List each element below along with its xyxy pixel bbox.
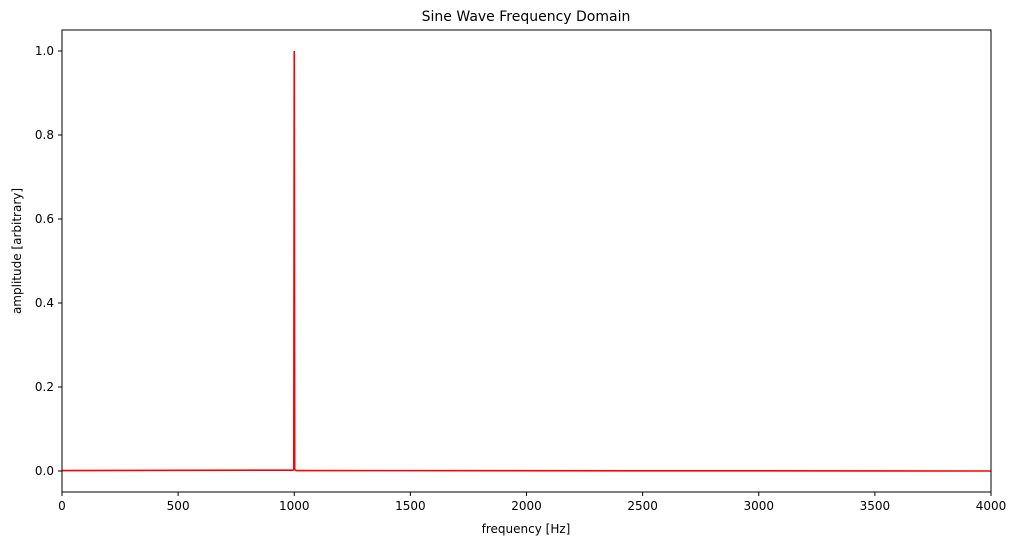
x-tick-label: 3000 xyxy=(743,499,774,513)
y-axis: 0.0 0.2 0.4 0.6 0.8 1.0 xyxy=(35,44,62,478)
y-tick-label: 0.4 xyxy=(35,296,54,310)
x-tick-label: 1000 xyxy=(279,499,310,513)
y-tick-label: 0.6 xyxy=(35,212,54,226)
y-tick-label: 0.0 xyxy=(35,464,54,478)
spectrum-line xyxy=(61,50,992,472)
y-tick-label: 0.2 xyxy=(35,380,54,394)
y-axis-label: amplitude [arbitrary] xyxy=(10,188,24,314)
x-tick-label: 3500 xyxy=(860,499,891,513)
x-tick-label: 2000 xyxy=(511,499,542,513)
x-tick-label: 1500 xyxy=(395,499,426,513)
y-tick-label: 1.0 xyxy=(35,44,54,58)
x-tick-label: 0 xyxy=(58,499,66,513)
chart-title: Sine Wave Frequency Domain xyxy=(422,9,631,25)
axes-frame xyxy=(61,29,992,493)
x-tick-label: 2500 xyxy=(627,499,658,513)
plot-area xyxy=(61,50,992,472)
x-axis-label: frequency [Hz] xyxy=(482,522,571,536)
x-tick-label: 4000 xyxy=(976,499,1007,513)
x-tick-label: 500 xyxy=(167,499,190,513)
y-tick-label: 0.8 xyxy=(35,128,54,142)
x-axis: 0 500 1000 1500 2000 2500 3000 3500 4000 xyxy=(58,492,1006,513)
